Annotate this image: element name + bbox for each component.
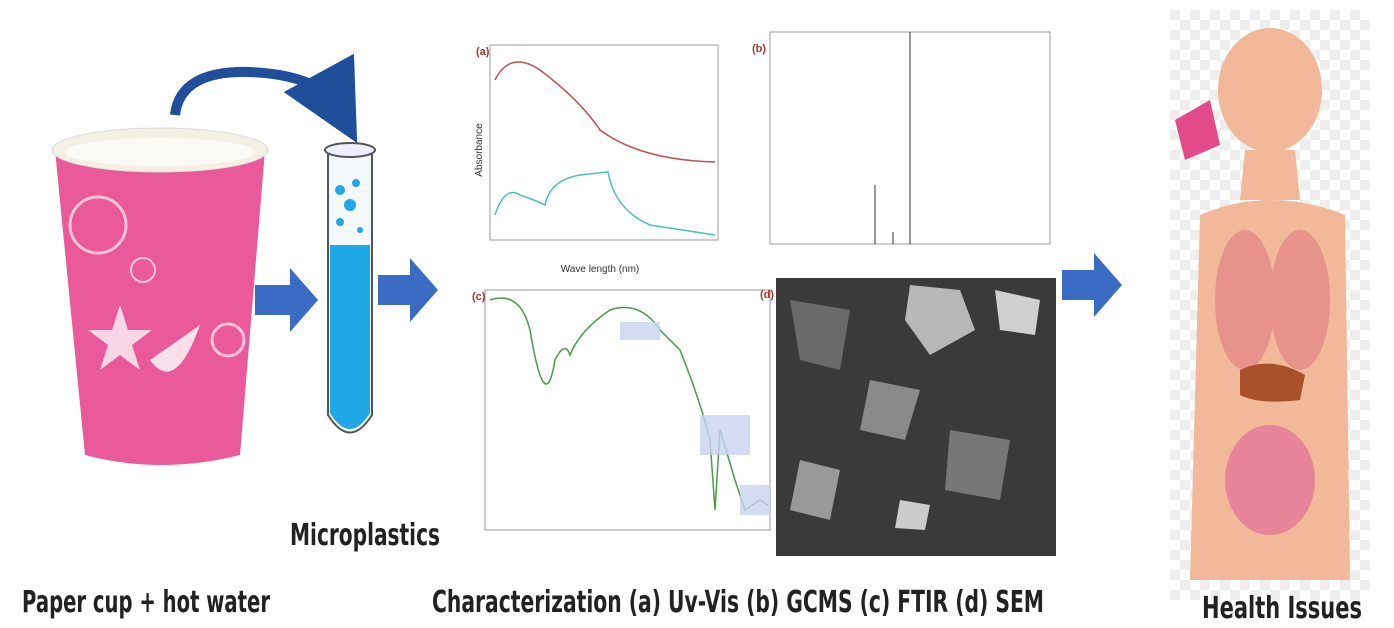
test-tube	[324, 142, 376, 434]
panel-tag: (a)	[476, 46, 490, 58]
curved-arrow	[170, 53, 358, 144]
panel-tag: (d)	[760, 289, 774, 301]
panel-tag: (c)	[472, 291, 486, 303]
caption: Paper cup + hot water	[22, 585, 270, 620]
panel-sem: (d)	[760, 278, 1056, 556]
panel-ftir: (c)	[472, 289, 771, 531]
arrow	[1062, 253, 1122, 317]
axis-label: Absorbance	[474, 123, 485, 177]
arrow	[255, 268, 318, 332]
panel-tag: (b)	[752, 43, 766, 55]
panel-gcms: (b)	[752, 31, 1051, 245]
axis-label: Wave length (nm)	[561, 264, 640, 275]
paper-cup	[51, 127, 269, 465]
caption: Characterization (a) Uv-Vis (b) GCMS (c)…	[432, 585, 1044, 620]
arrow	[378, 258, 438, 322]
human-anatomy	[1170, 10, 1370, 600]
caption: Microplastics	[290, 518, 440, 553]
caption: Health Issues	[1202, 591, 1362, 626]
panel-uv-vis: (a) Absorbance Wave length (nm)	[474, 44, 719, 275]
